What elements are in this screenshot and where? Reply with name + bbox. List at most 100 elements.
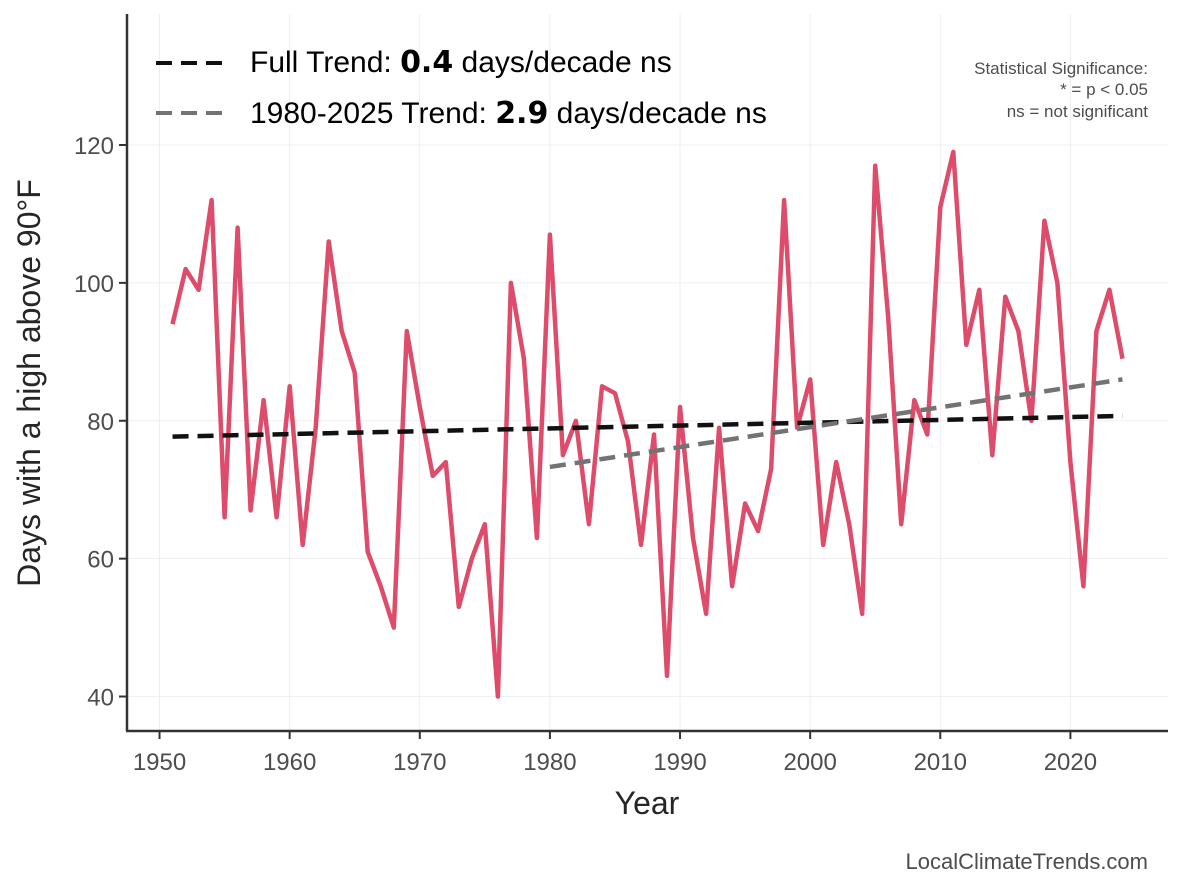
data-point-1957 — [248, 508, 252, 512]
data-point-1968 — [392, 625, 396, 629]
x-axis-title: Year — [615, 785, 680, 821]
data-point-1988 — [652, 432, 656, 436]
data-point-2013 — [977, 288, 981, 292]
data-point-2004 — [860, 612, 864, 616]
data-point-1976 — [496, 694, 500, 698]
x-tick-label: 2020 — [1044, 749, 1097, 776]
data-point-2020 — [1068, 460, 1072, 464]
data-point-1977 — [509, 281, 513, 285]
data-point-2012 — [964, 343, 968, 347]
data-point-2019 — [1055, 281, 1059, 285]
legend-1980-prefix: 1980-2025 Trend: — [250, 97, 495, 130]
x-tick-label: 1950 — [133, 749, 186, 776]
x-tick-label: 1980 — [523, 749, 576, 776]
legend-full-suffix: days/decade ns — [453, 46, 671, 79]
data-point-2014 — [990, 453, 994, 457]
y-axis-title: Days with a high above 90°F — [11, 179, 47, 587]
data-point-1998 — [782, 198, 786, 202]
data-point-2010 — [938, 205, 942, 209]
data-point-2002 — [834, 460, 838, 464]
data-point-1953 — [196, 288, 200, 292]
y-tick-label: 60 — [87, 547, 114, 574]
data-point-2000 — [808, 377, 812, 381]
data-point-1956 — [235, 226, 239, 230]
significance-note-line-1: Statistical Significance: — [974, 59, 1148, 78]
x-tick-label: 1990 — [653, 749, 706, 776]
data-point-1983 — [587, 522, 591, 526]
trend-line-1980-2025 — [549, 377, 1123, 470]
y-tick-label: 80 — [87, 409, 114, 436]
trend-line-full — [172, 413, 1123, 439]
data-point-1958 — [261, 398, 265, 402]
data-point-1991 — [691, 536, 695, 540]
data-point-1987 — [639, 543, 643, 547]
trend-lines — [172, 377, 1123, 470]
y-tick-label: 120 — [74, 133, 114, 160]
data-point-1952 — [183, 267, 187, 271]
data-point-1963 — [327, 239, 331, 243]
data-point-1990 — [678, 405, 682, 409]
legend-1980-value: 2.9 — [495, 96, 548, 131]
significance-note-line-2: * = p < 0.05 — [1060, 80, 1148, 99]
x-tick-label: 1960 — [263, 749, 316, 776]
significance-note: Statistical Significance: * = p < 0.05 n… — [974, 59, 1148, 121]
data-point-2009 — [925, 432, 929, 436]
series-line-0 — [170, 149, 1125, 699]
data-point-1962 — [314, 426, 318, 430]
data-point-1996 — [756, 529, 760, 533]
data-point-2018 — [1042, 219, 1046, 223]
x-tick-label: 2010 — [914, 749, 967, 776]
data-point-1981 — [561, 453, 565, 457]
data-point-1954 — [209, 198, 213, 202]
data-point-1984 — [600, 384, 604, 388]
data-point-1966 — [366, 550, 370, 554]
data-point-1971 — [431, 474, 435, 478]
x-tick-label: 2000 — [783, 749, 836, 776]
data-point-1975 — [483, 522, 487, 526]
data-point-1969 — [405, 329, 409, 333]
legend-1980-suffix: days/decade ns — [548, 97, 766, 130]
data-point-2008 — [912, 398, 916, 402]
data-point-1997 — [769, 467, 773, 471]
data-point-1989 — [665, 674, 669, 678]
data-point-1978 — [522, 357, 526, 361]
y-tick-label: 40 — [87, 685, 114, 712]
data-point-1959 — [274, 515, 278, 519]
data-point-1964 — [340, 329, 344, 333]
data-point-1979 — [535, 536, 539, 540]
y-tick-label: 100 — [74, 271, 114, 298]
data-point-2015 — [1003, 295, 1007, 299]
legend: Full Trend: 0.4 days/decade ns 1980-2025… — [156, 45, 767, 131]
data-point-1961 — [301, 543, 305, 547]
legend-label-1980-trend: 1980-2025 Trend: 2.9 days/decade ns — [250, 96, 767, 131]
legend-full-prefix: Full Trend: — [250, 46, 400, 79]
data-point-2006 — [886, 315, 890, 319]
credit-text: LocalClimateTrends.com — [906, 849, 1149, 874]
data-point-1993 — [717, 426, 721, 430]
data-point-1995 — [743, 501, 747, 505]
data-point-1955 — [222, 515, 226, 519]
data-point-1951 — [170, 322, 174, 326]
data-point-2024 — [1120, 357, 1124, 361]
x-tick-label: 1970 — [393, 749, 446, 776]
data-point-2023 — [1107, 288, 1111, 292]
significance-note-line-3: ns = not significant — [1007, 102, 1149, 121]
data-point-1973 — [457, 605, 461, 609]
legend-label-full-trend: Full Trend: 0.4 days/decade ns — [250, 45, 672, 80]
data-point-1986 — [626, 439, 630, 443]
data-point-2001 — [821, 543, 825, 547]
data-point-2011 — [951, 150, 955, 154]
data-point-1960 — [288, 384, 292, 388]
data-point-1974 — [470, 556, 474, 560]
data-point-1994 — [730, 584, 734, 588]
data-point-2022 — [1094, 329, 1098, 333]
data-point-2005 — [873, 164, 877, 168]
data-point-1985 — [613, 391, 617, 395]
axis-ticks: 1950 1960 1970 1980 1990 2000 2010 2020 40 60 80 10… — [74, 133, 1097, 776]
data-series — [170, 149, 1125, 699]
data-point-1965 — [353, 370, 357, 374]
data-point-2003 — [847, 522, 851, 526]
data-point-1980 — [548, 232, 552, 236]
